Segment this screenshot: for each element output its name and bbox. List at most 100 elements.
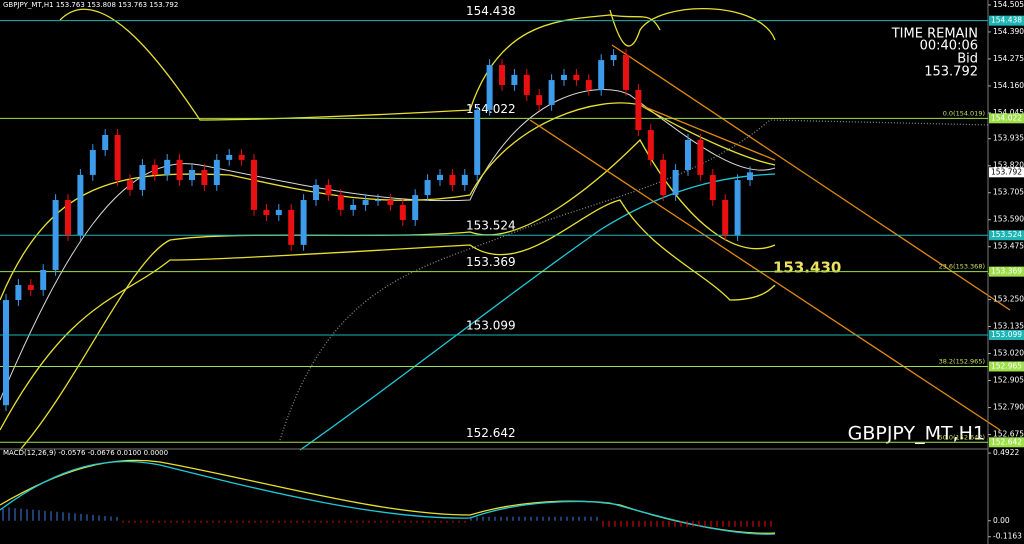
bid-label: Bid (957, 52, 978, 67)
candle-body (660, 159, 667, 196)
candle-body (375, 200, 381, 202)
level-label: 152.642 (466, 426, 516, 440)
candle-body (288, 209, 295, 245)
axis-level-label: 154.022 (991, 113, 1022, 122)
candle-body (722, 200, 729, 236)
candle-body (164, 159, 171, 175)
macd-main (0, 460, 776, 535)
candle-body (201, 169, 208, 185)
y-tick-label: 152.675 (993, 430, 1024, 439)
candle-body (251, 159, 257, 210)
trend-mid (639, 104, 776, 161)
level-label: 153.369 (466, 255, 516, 269)
candle-body (548, 80, 555, 105)
band-lower2 (19, 138, 776, 451)
y-tick-label: 153.935 (993, 134, 1024, 143)
axis-level-box (989, 266, 1024, 277)
axis-level-box (989, 230, 1024, 241)
highlight-price: 153.430 (773, 259, 841, 277)
candle-body (139, 165, 146, 190)
y-tick-label: 154.505 (993, 0, 1024, 9)
candle-body (127, 180, 133, 190)
ma-line (0, 89, 776, 401)
watermark: GBPJPY_MT,H1 (848, 423, 985, 445)
fib-label: 50.0(152.642) (939, 433, 985, 441)
candle-body (114, 134, 121, 181)
axis-level-box (989, 15, 1024, 26)
candle-body (176, 159, 183, 181)
band-outer (609, 8, 776, 47)
y-tick-label: 152.790 (993, 403, 1024, 412)
candle-body (536, 95, 543, 105)
axis-level-box (989, 361, 1024, 372)
band-mid (0, 102, 776, 301)
current-price-box (989, 167, 1024, 178)
axis-level-label: 152.965 (991, 361, 1022, 370)
y-tick-label: 153.820 (993, 161, 1024, 170)
candle-body (672, 169, 679, 196)
y-tick-label: 154.045 (993, 108, 1024, 117)
candle-body (226, 154, 233, 160)
fib-label: 38.2(152.965) (939, 357, 985, 365)
macd-tick-label: 0.00 (993, 516, 1010, 525)
candle-body (27, 285, 34, 290)
macd-lines (0, 459, 776, 535)
candle-body (499, 65, 505, 85)
macd-tick-label: 0.4922 (993, 448, 1019, 457)
time-remaining: 00:40:06 (920, 39, 978, 54)
candle-body (685, 139, 691, 170)
fib-label: 0.0(154.019) (943, 109, 985, 117)
candle-body (635, 89, 642, 131)
candle-body (325, 184, 332, 196)
candle-body (238, 154, 245, 160)
y-tick-label: 153.475 (993, 242, 1024, 251)
trend-lower (529, 119, 1001, 431)
y-tick-label: 154.275 (993, 54, 1024, 63)
axis-level-label: 153.369 (991, 267, 1022, 276)
axis-level-label: 153.524 (991, 230, 1022, 239)
candle-body (709, 174, 716, 201)
axis-level-label: 154.438 (991, 16, 1022, 25)
candle-body (213, 159, 220, 185)
candle-body (15, 285, 22, 301)
trend-upper (611, 44, 1011, 311)
candle-body (486, 65, 493, 110)
axis-level-label: 152.642 (991, 437, 1022, 446)
candle-body (461, 174, 468, 185)
candle-body (189, 169, 195, 181)
level-label: 154.438 (466, 4, 516, 18)
candle-body (151, 165, 158, 175)
macd-tick-label: -0.1163 (993, 532, 1022, 541)
candle-body (437, 174, 443, 181)
y-tick-label: 153.705 (993, 188, 1024, 197)
candle-body (647, 130, 654, 160)
time-label: TIME REMAIN (891, 27, 978, 42)
level-label: 153.099 (466, 319, 516, 333)
candle-body (350, 204, 357, 210)
candle-body (399, 204, 406, 220)
current-price-label: 153.792 (991, 167, 1022, 176)
candle-body (598, 60, 605, 90)
candle-body (623, 54, 629, 90)
candle-body (337, 195, 344, 210)
candle-body (65, 200, 71, 236)
fib-label: 23.6(153.368) (939, 263, 985, 271)
candle-body (424, 180, 431, 196)
indicators (0, 8, 1011, 451)
candle-body (734, 180, 741, 236)
candle-body (313, 184, 319, 201)
candle-body (610, 54, 617, 61)
axis-level-box (989, 437, 1024, 448)
candle-body (474, 109, 481, 175)
candle-body (89, 150, 96, 175)
candle-body (412, 195, 419, 220)
band-upper (59, 8, 661, 121)
level-label: 153.524 (466, 219, 516, 233)
bid: 153.792 (924, 65, 978, 80)
y-tick-label: 153.250 (993, 295, 1024, 304)
candle-body (697, 139, 704, 175)
candle-body (561, 74, 567, 81)
macd-label: MACD(12,26,9) -0.0576 -0.0676 0.0100 0.0… (3, 449, 168, 457)
y-tick-label: 153.135 (993, 322, 1024, 331)
